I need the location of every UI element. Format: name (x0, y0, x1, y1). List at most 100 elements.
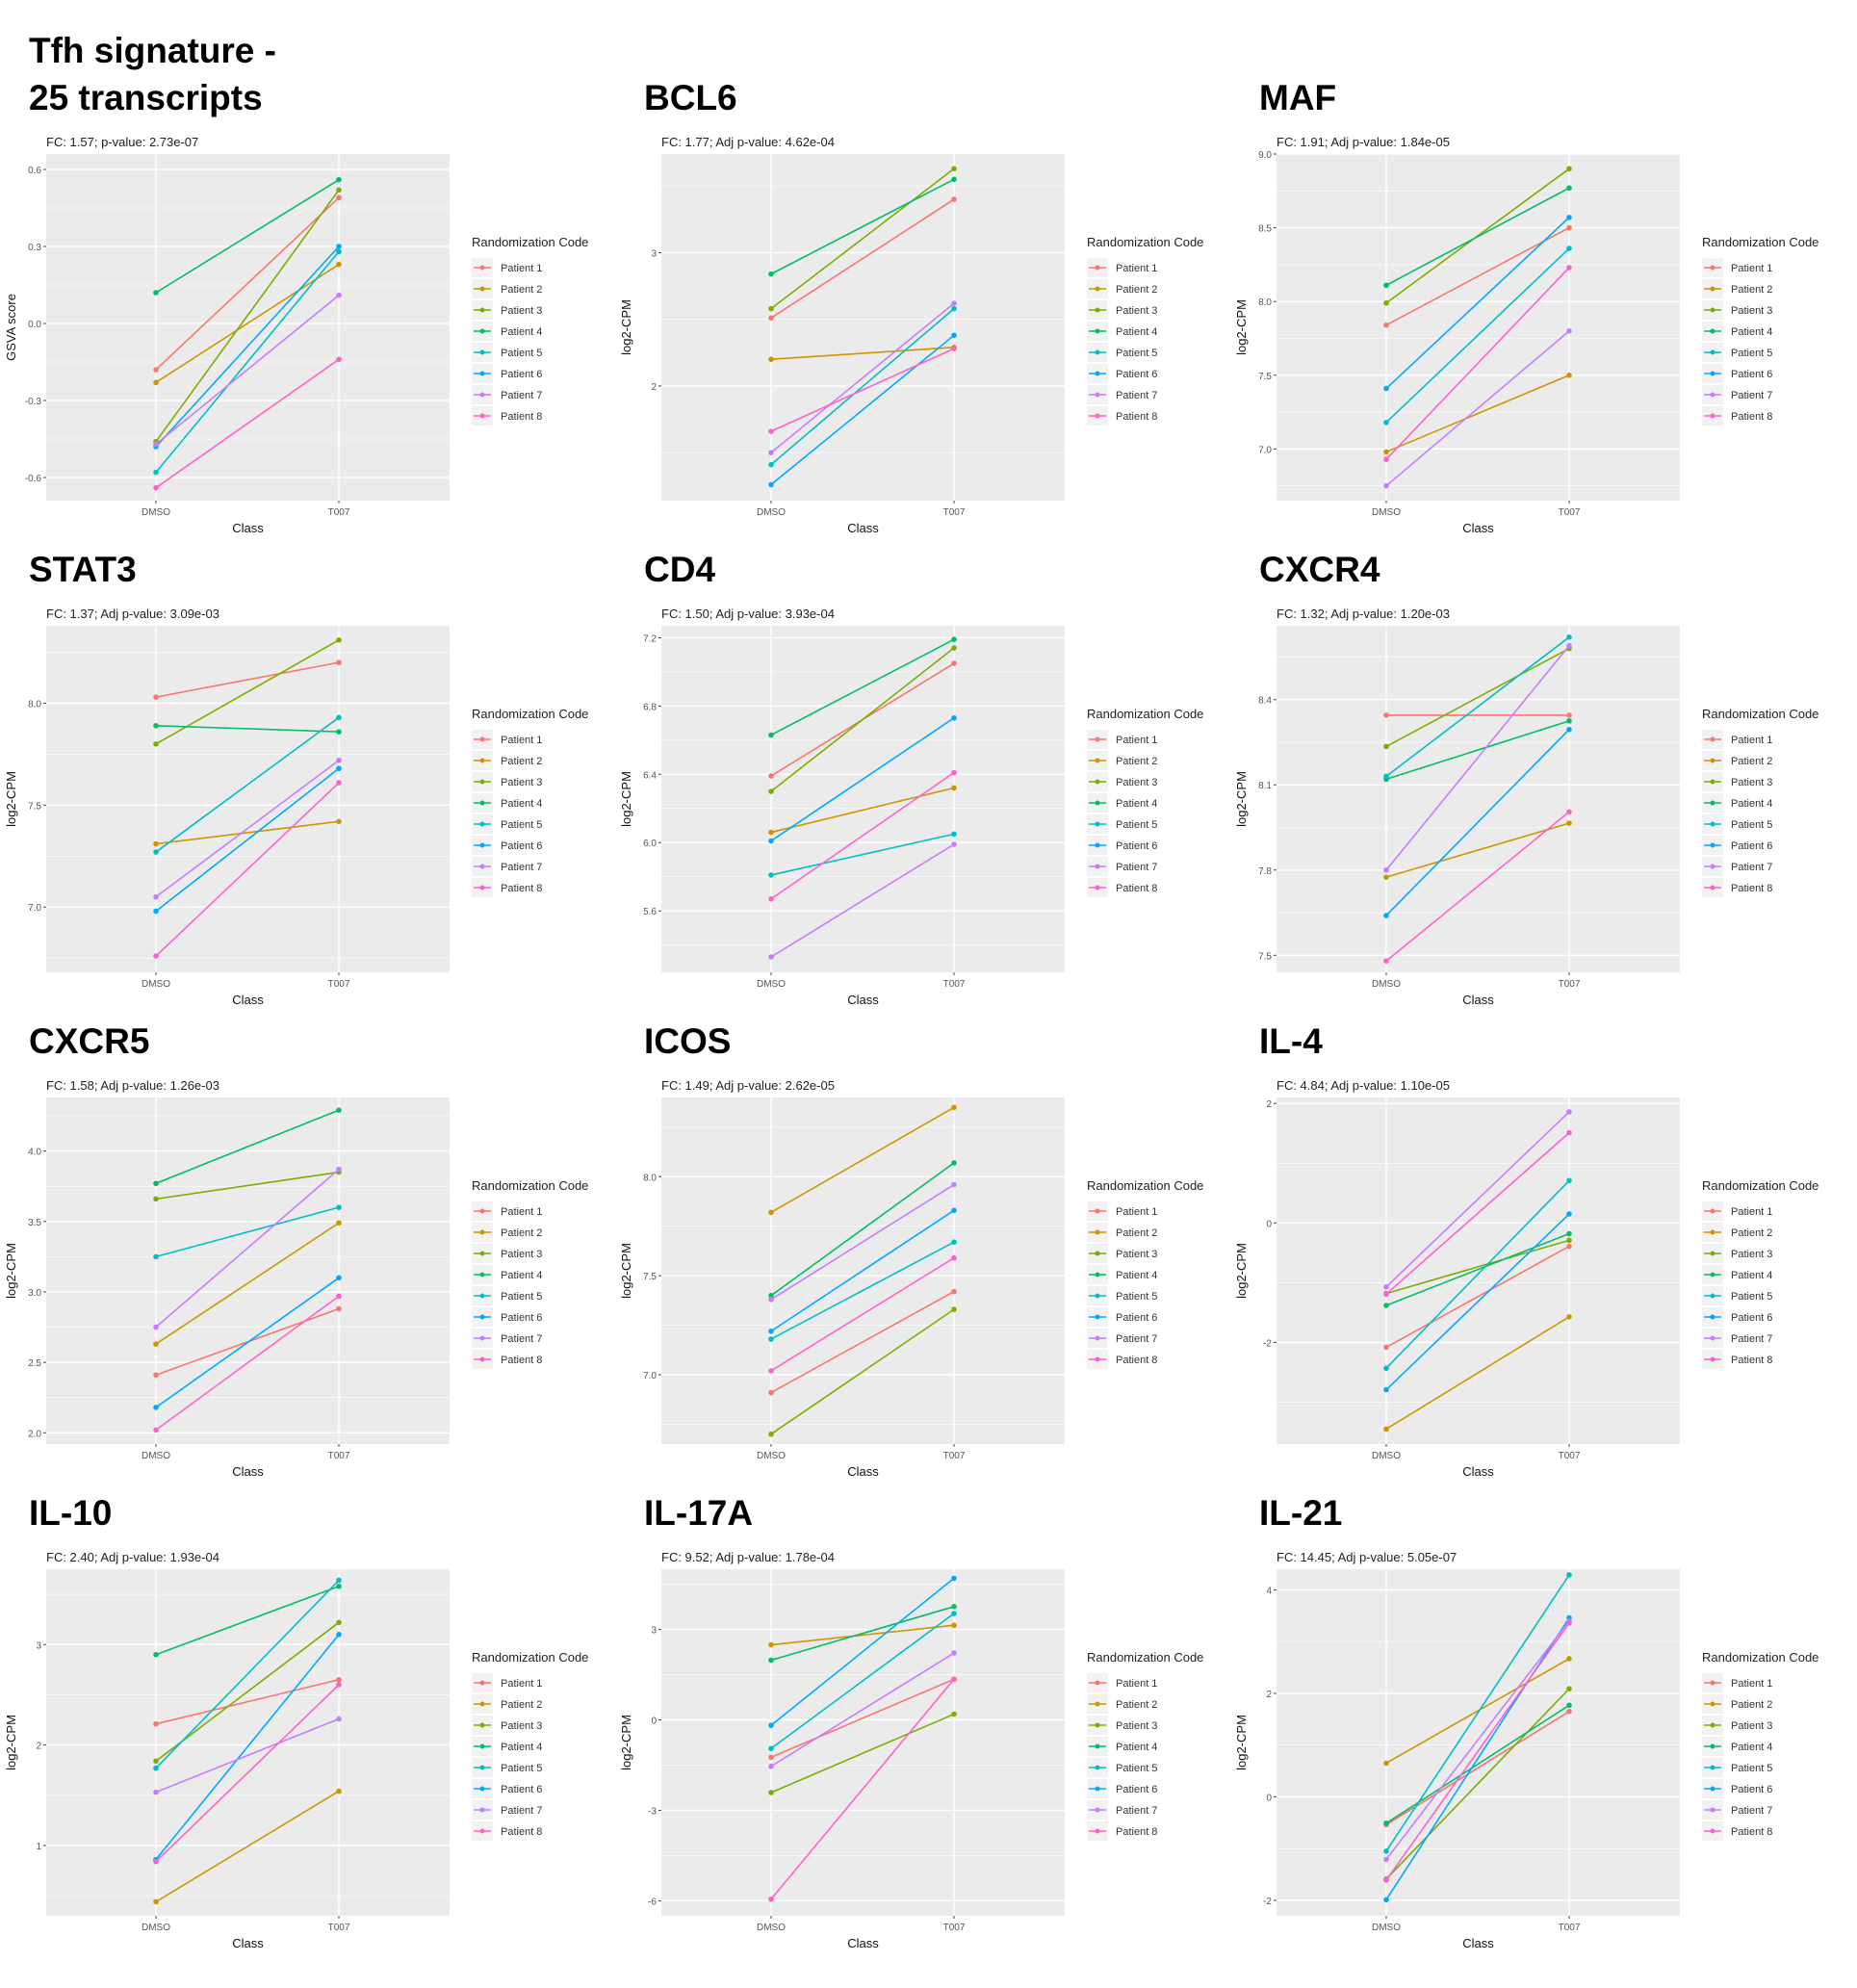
series-line-patient-6 (770, 1209, 955, 1332)
point-t007-patient-4 (336, 1583, 342, 1589)
panel-title-line: BCL6 (644, 78, 737, 117)
series-line-patient-7 (155, 1169, 340, 1329)
legend-key-point (1095, 1272, 1100, 1278)
chart-panel: FC: 1.77; Adj p-value: 4.62e-04 2 3 DMSO T00… (615, 125, 1231, 568)
series-line-patient-6 (1385, 1213, 1570, 1391)
point-dmso-patient-1 (153, 367, 159, 373)
point-dmso-patient-1 (1383, 1344, 1389, 1351)
legend-title: Randomization Code (1702, 235, 1818, 249)
series-line-patient-4 (770, 1162, 955, 1297)
point-t007-patient-2 (1566, 1656, 1572, 1662)
series-line-patient-5 (155, 1579, 340, 1769)
legend-key-point (479, 1314, 485, 1320)
legend-label: Patient 4 (1116, 798, 1157, 810)
point-dmso-patient-2 (153, 379, 159, 386)
legend-key-point (1710, 371, 1715, 376)
x-tick-label: T007 (943, 507, 966, 518)
panel-title: Tfh signature - 25 transcripts (29, 27, 276, 121)
point-t007-patient-1 (1566, 712, 1572, 718)
x-axis-label: Class (1462, 993, 1494, 1007)
legend-label: Patient 1 (1116, 263, 1157, 274)
point-t007-patient-7 (336, 1166, 342, 1173)
legend-key-point (479, 885, 485, 891)
y-tick-label: 6.0 (643, 839, 657, 849)
series-line-patient-2 (1385, 1658, 1570, 1765)
x-tick-label: DMSO (1372, 507, 1401, 518)
point-t007-patient-2 (951, 785, 957, 791)
legend-key-point (479, 265, 485, 271)
point-dmso-patient-1 (153, 1372, 159, 1379)
point-t007-patient-8 (1566, 1620, 1572, 1626)
legend-key-point (479, 864, 485, 869)
point-t007-patient-3 (951, 645, 957, 651)
panel-title: CXCR4 (1259, 546, 1380, 593)
plot-background (661, 1569, 1065, 1916)
point-dmso-patient-7 (768, 1297, 774, 1303)
point-dmso-patient-2 (768, 1209, 774, 1216)
y-tick-label: 8.0 (643, 1173, 657, 1183)
legend-key-point (1095, 1722, 1100, 1728)
series-line-patient-4 (1385, 720, 1570, 781)
legend-title: Randomization Code (1087, 1650, 1203, 1665)
point-dmso-patient-5 (153, 1765, 159, 1771)
point-t007-patient-5 (336, 714, 342, 721)
legend-key-point (479, 758, 485, 763)
panel-title: CXCR5 (29, 1018, 149, 1065)
point-t007-patient-5 (1566, 1572, 1572, 1578)
legend-key-point (1095, 1251, 1100, 1256)
point-t007-patient-1 (951, 1288, 957, 1295)
legend-label: Patient 2 (1731, 284, 1772, 296)
point-t007-patient-6 (1566, 726, 1572, 733)
legend-key-point (1095, 1208, 1100, 1214)
point-dmso-patient-6 (768, 1328, 774, 1334)
point-dmso-patient-2 (1383, 1760, 1389, 1767)
chart-svg: FC: 1.57; p-value: 2.73e-07 -0.6 -0.3 0.0 0.… (4, 135, 588, 535)
series-line-patient-6 (155, 767, 340, 913)
chart-subtitle: FC: 1.91; Adj p-value: 1.84e-05 (1277, 135, 1450, 149)
legend-label: Patient 8 (1731, 411, 1772, 423)
legend-key-point (1095, 1229, 1100, 1235)
y-tick-label: 7.0 (643, 1371, 657, 1381)
point-t007-patient-8 (336, 356, 342, 363)
y-tick-label: 5.6 (643, 907, 657, 917)
legend-key-point (1710, 1807, 1715, 1813)
series-line-patient-1 (1385, 1245, 1570, 1349)
series-line-patient-8 (770, 1678, 955, 1900)
legend-key-point (1710, 1208, 1715, 1214)
y-axis-label: log2-CPM (1234, 1715, 1249, 1770)
series-line-patient-7 (1385, 330, 1570, 487)
point-dmso-patient-6 (153, 1405, 159, 1410)
legend-key-point (479, 1251, 485, 1256)
plot-background (1277, 1097, 1680, 1444)
y-tick-label: 3 (651, 1626, 657, 1637)
y-tick-label: 2 (1266, 1690, 1272, 1700)
point-dmso-patient-6 (768, 838, 774, 844)
x-axis-label: Class (232, 521, 264, 535)
legend-label: Patient 8 (1116, 1826, 1157, 1838)
point-dmso-patient-5 (153, 1253, 159, 1260)
legend-label: Patient 3 (1731, 777, 1772, 788)
y-tick-label: 3 (36, 1640, 41, 1651)
series-line-patient-6 (1385, 217, 1570, 390)
series-line-patient-5 (1385, 1179, 1570, 1369)
y-tick-label: -2 (1263, 1897, 1272, 1907)
point-dmso-patient-8 (768, 1896, 774, 1902)
point-t007-patient-2 (336, 818, 342, 825)
x-tick-label: T007 (943, 979, 966, 990)
legend-title: Randomization Code (472, 235, 588, 249)
point-t007-patient-8 (1566, 265, 1572, 271)
y-tick-label: 8.5 (1258, 224, 1272, 235)
x-axis-label: Class (232, 1936, 264, 1950)
legend-key-point (1095, 392, 1100, 398)
series-line-patient-8 (155, 1295, 340, 1432)
point-t007-patient-4 (951, 1160, 957, 1166)
x-tick-label: T007 (1559, 979, 1581, 990)
series-line-patient-1 (770, 1290, 955, 1394)
legend-label: Patient 4 (1731, 1270, 1772, 1281)
point-dmso-patient-2 (1383, 1426, 1389, 1433)
legend-key-point (1710, 736, 1715, 742)
legend-key-point (1095, 1786, 1100, 1792)
point-t007-patient-3 (1566, 166, 1572, 172)
series-line-patient-3 (770, 1713, 955, 1794)
series-line-patient-7 (1385, 1620, 1570, 1860)
